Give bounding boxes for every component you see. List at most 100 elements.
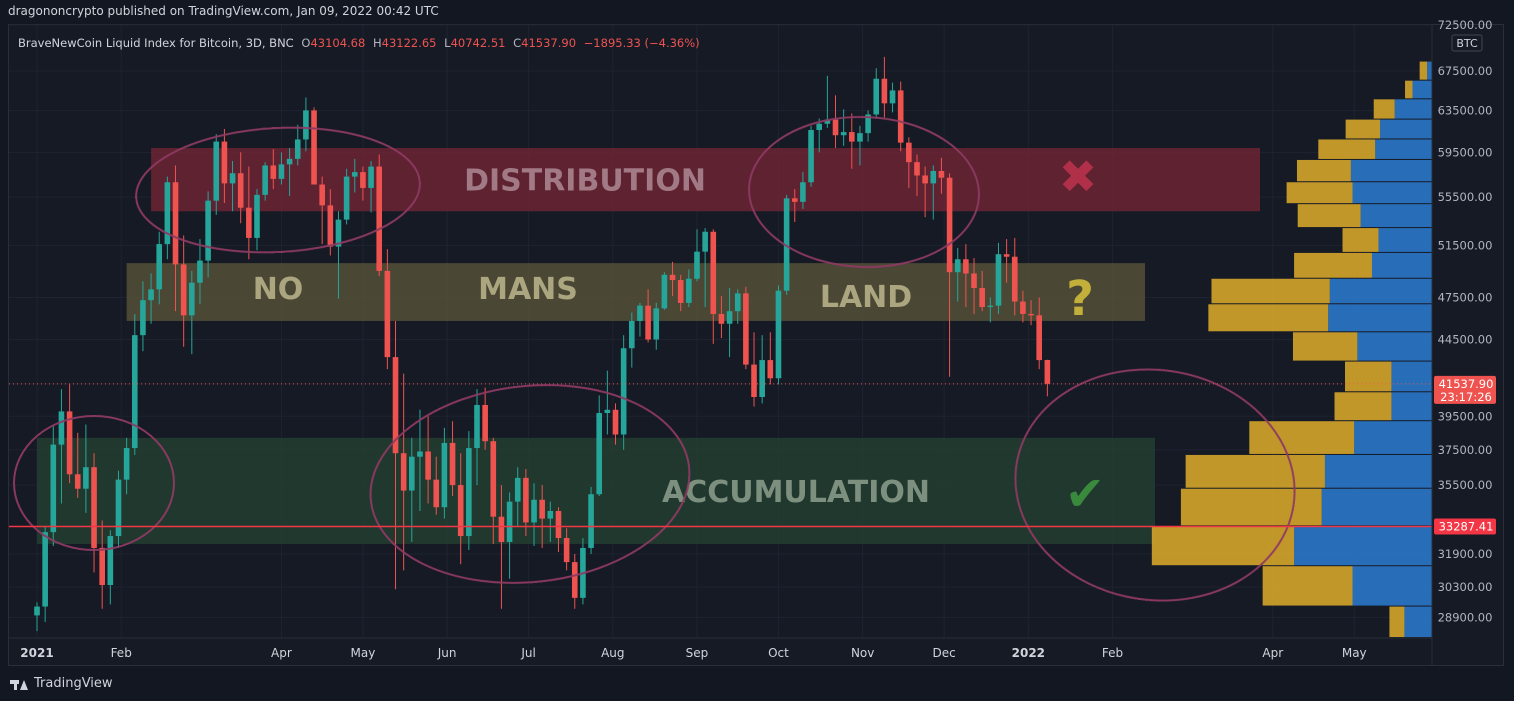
- candle-body: [629, 320, 635, 349]
- candles-layer: [34, 56, 1051, 632]
- volume-bar-up: [1151, 526, 1295, 566]
- candle-body: [400, 453, 407, 491]
- candle: [294, 124, 301, 166]
- price-tick-label: 63500.00: [1438, 103, 1493, 117]
- candle-body: [686, 278, 692, 303]
- time-tick-label: Dec: [933, 646, 956, 660]
- candle-body: [743, 293, 749, 365]
- candle: [539, 485, 545, 548]
- low-value: 40742.51: [450, 36, 506, 50]
- candle-body: [612, 409, 619, 435]
- candle: [351, 158, 358, 193]
- candle: [254, 189, 260, 251]
- price-tick-label: 51500.00: [1438, 238, 1493, 252]
- price-tick-label: 59500.00: [1438, 145, 1493, 159]
- time-tick-label: Nov: [851, 646, 874, 660]
- candle-body: [588, 494, 594, 548]
- candle: [335, 211, 342, 299]
- candle: [140, 281, 146, 352]
- candle: [669, 261, 676, 297]
- candle: [42, 526, 48, 623]
- candle: [368, 161, 374, 213]
- candle-body: [213, 141, 220, 201]
- candle-body: [237, 173, 244, 208]
- candle: [221, 128, 228, 203]
- candle: [213, 134, 220, 215]
- volume-bar-down: [1371, 252, 1432, 278]
- candle-body: [645, 305, 651, 340]
- volume-bar-down: [1354, 421, 1432, 454]
- candle: [384, 249, 391, 370]
- candle: [694, 229, 700, 282]
- candle-body: [1011, 256, 1018, 302]
- candle: [457, 453, 464, 565]
- candle-body: [694, 251, 700, 279]
- candle-body: [1003, 254, 1010, 257]
- candle-body: [710, 231, 717, 314]
- candle-body: [107, 536, 114, 586]
- candle-body: [368, 166, 374, 188]
- candle-body: [661, 274, 668, 309]
- candle: [971, 257, 977, 314]
- candle-body: [156, 244, 163, 290]
- candle-body: [791, 198, 798, 202]
- volume-bar-up: [1318, 139, 1376, 159]
- candle-body: [148, 289, 154, 301]
- candle-body: [115, 479, 122, 537]
- candle: [555, 507, 562, 552]
- candle: [889, 82, 896, 113]
- candle: [286, 148, 293, 197]
- price-axis: 72500.00 67500.00 63500.00 59500.00 55500.00…: [1431, 18, 1496, 665]
- candle: [498, 485, 505, 609]
- zone-no-mans-land: [126, 263, 1146, 321]
- candle-body: [840, 132, 847, 136]
- candle: [987, 297, 994, 323]
- candle-body: [34, 606, 40, 616]
- volume-bar-down: [1321, 488, 1432, 526]
- volume-bar-down: [1427, 61, 1432, 80]
- candle: [1011, 237, 1018, 316]
- candle: [1036, 297, 1043, 370]
- volume-bar-down: [1391, 392, 1432, 421]
- candle-body: [563, 538, 570, 563]
- candle-body: [74, 474, 81, 489]
- candle-body: [123, 448, 130, 480]
- volume-bar-up: [1297, 204, 1361, 228]
- candle: [531, 483, 537, 546]
- time-tick-label: Jul: [520, 646, 535, 660]
- symbol-title[interactable]: BraveNewCoin Liquid Index for Bitcoin, 3…: [18, 36, 294, 50]
- time-tick-label: Sep: [686, 646, 709, 660]
- candle-body: [319, 184, 325, 206]
- time-tick-label: Feb: [1102, 646, 1123, 660]
- zone-label-accumulation: ACCUMULATION: [662, 475, 930, 510]
- candle: [58, 389, 65, 504]
- candle: [677, 274, 684, 312]
- tradingview-footer[interactable]: TradingView: [10, 676, 113, 691]
- candle-body: [718, 313, 725, 324]
- candle: [246, 166, 252, 260]
- candle-body: [205, 200, 211, 261]
- candle-body: [637, 305, 643, 321]
- candle-body: [531, 499, 537, 523]
- candle-body: [759, 360, 765, 398]
- candle: [123, 437, 130, 495]
- candle: [906, 137, 912, 188]
- volume-bar-down: [1360, 204, 1432, 228]
- zone-labels: DISTRIBUTION ✖ NO MANS LAND ? ACCUMULATION ✔: [253, 150, 1105, 522]
- candle: [148, 273, 154, 324]
- candle: [612, 403, 619, 445]
- candle: [979, 270, 985, 312]
- candle-body: [783, 198, 790, 291]
- candle-body: [653, 308, 660, 340]
- candle: [189, 270, 195, 355]
- candle-body: [425, 451, 431, 480]
- candle-body: [221, 141, 228, 184]
- candle: [637, 302, 643, 337]
- candle: [278, 152, 285, 185]
- candle-body: [482, 404, 488, 442]
- zone-distribution: [151, 148, 1260, 212]
- candle: [604, 370, 611, 435]
- volume-bar-down: [1350, 159, 1432, 182]
- candle-body: [278, 164, 285, 179]
